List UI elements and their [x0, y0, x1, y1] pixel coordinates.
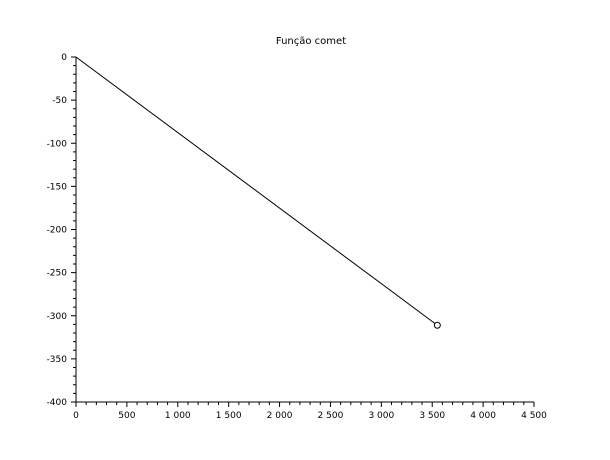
x-tick-label: 3 500 [419, 411, 445, 421]
y-tick-label: -150 [47, 182, 68, 192]
y-tick-label: -200 [47, 226, 68, 236]
axes: 0 500 1 000 1 500 2 000 2 500 3 000 3 500 4 000 4… [47, 53, 548, 421]
series-group [75, 56, 441, 329]
y-tick-label: -400 [47, 398, 68, 408]
x-tick-label: 500 [118, 411, 135, 421]
x-tick-label: 2 500 [318, 411, 344, 421]
series-line [75, 56, 438, 326]
y-tick-label: 0 [61, 53, 67, 63]
x-tick-label: 1 500 [216, 411, 242, 421]
x-tick-label: 3 000 [368, 411, 394, 421]
comet-head-marker [433, 321, 441, 329]
x-tick-label: 1 000 [165, 411, 191, 421]
y-tick-label: -100 [47, 139, 68, 149]
y-tick-label: -350 [47, 355, 68, 365]
chart-title: Função comet [276, 36, 346, 47]
y-tick-label: -300 [47, 312, 68, 322]
x-tick-label: 2 000 [267, 411, 293, 421]
x-tick-label: 0 [73, 411, 79, 421]
x-tick-label: 4 000 [470, 411, 496, 421]
y-tick-label: -250 [47, 269, 68, 279]
y-tick-label: -50 [52, 96, 67, 106]
x-tick-label: 4 500 [521, 411, 547, 421]
